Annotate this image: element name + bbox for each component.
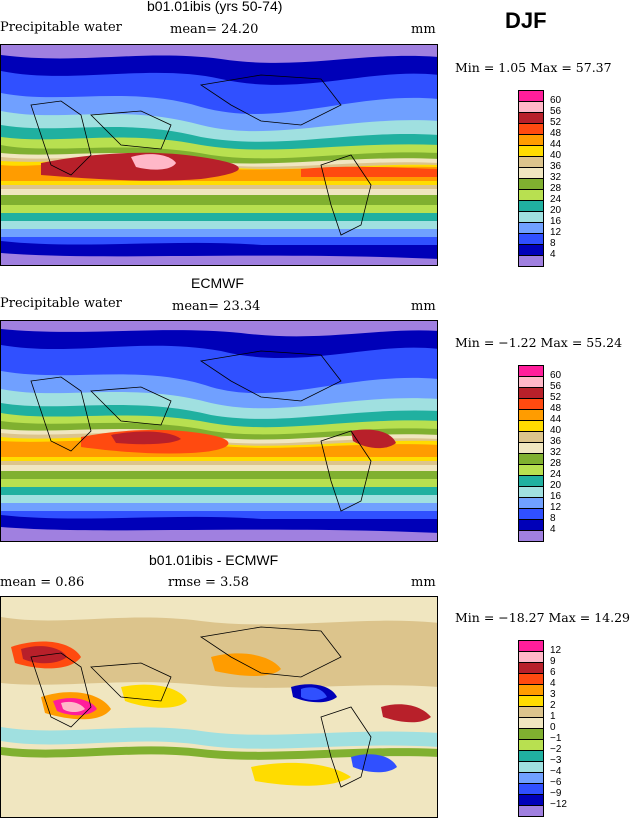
legend-label: 4 [550,524,556,535]
panel-2-title: ECMWF [191,275,244,291]
legend-label: 1 [550,711,556,722]
panel-1-contour-field [1,45,437,265]
legend-label: 48 [550,128,562,139]
panel-3-contour-field [1,597,437,817]
panel-3-map [0,596,438,818]
legend-label: 16 [550,491,562,502]
legend-label: 52 [550,117,562,128]
legend-label: 20 [550,480,562,491]
legend-label: 32 [550,172,562,183]
season-label: DJF [505,8,547,33]
panel-2-min-max: Min = −1.22 Max = 55.24 [455,335,623,350]
legend-label: 28 [550,458,562,469]
legend-label: −9 [550,788,562,799]
legend-label: −3 [550,755,562,766]
panel-3-rmse: rmse = 3.58 [168,575,250,590]
legend-label: 12 [550,502,562,513]
panel-1-map [0,44,438,266]
legend-label: 8 [550,238,556,249]
legend-label: 44 [550,139,562,150]
legend-label: 12 [550,645,562,656]
panel-1-title: b01.01ibis (yrs 50-74) [147,0,283,14]
legend-label: 9 [550,656,556,667]
panel-3-min-max: Min = −18.27 Max = 14.29 [455,610,631,625]
panel-3-unit: mm [411,575,436,590]
panel-2-contour-field [1,321,437,541]
panel-2-map [0,320,438,542]
legend-label: 40 [550,425,562,436]
legend-label: 24 [550,469,562,480]
panel-1-unit: mm [411,22,436,37]
legend-label: 4 [550,249,556,260]
legend-label: 36 [550,436,562,447]
legend-label: 12 [550,227,562,238]
legend-label: 44 [550,414,562,425]
legend-label: 28 [550,183,562,194]
legend-label: 0 [550,722,556,733]
legend-label: −4 [550,766,562,777]
panel-1-field-label: Precipitable water [0,20,122,35]
legend-swatch [518,530,544,542]
legend-label: 20 [550,205,562,216]
panel-2-mean: mean= 23.34 [172,299,261,314]
panel-2-unit: mm [411,299,436,314]
legend-label: 4 [550,678,556,689]
panel-3-mean: mean = 0.86 [0,575,85,590]
legend-label: 52 [550,392,562,403]
legend-label: 40 [550,150,562,161]
legend-label: 24 [550,194,562,205]
legend-label: −12 [550,799,567,810]
legend-label: 56 [550,106,562,117]
legend-label: 60 [550,370,562,381]
panel-1-min-max: Min = 1.05 Max = 57.37 [455,60,612,75]
legend-label: −2 [550,744,562,755]
legend-label: 16 [550,216,562,227]
legend-label: 60 [550,95,562,106]
panel-2-field-label: Precipitable water [0,296,122,311]
legend-label: 8 [550,513,556,524]
legend-label: 36 [550,161,562,172]
legend-swatch [518,805,544,817]
legend-label: −1 [550,733,562,744]
legend-label: 3 [550,689,556,700]
legend-swatch [518,255,544,267]
panel-3-title: b01.01ibis - ECMWF [149,552,279,568]
legend-label: 48 [550,403,562,414]
panel-1-mean: mean= 24.20 [170,22,259,37]
legend-label: 32 [550,447,562,458]
legend-label: 2 [550,700,556,711]
legend-label: 6 [550,667,556,678]
legend-label: 56 [550,381,562,392]
legend-label: −6 [550,777,562,788]
